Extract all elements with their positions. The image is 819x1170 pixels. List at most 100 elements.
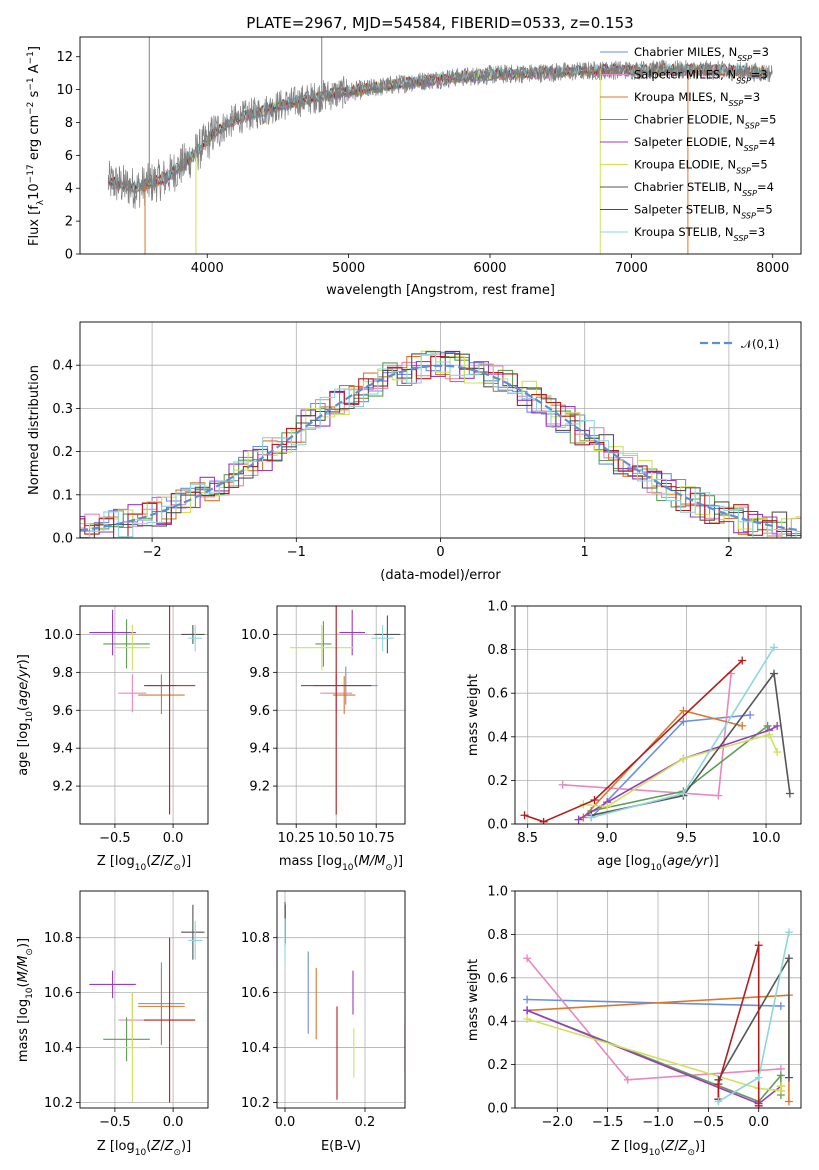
- massweight-vs-age-panel: 8.5 9.0 9.5 10.0 0.0 0.2 0.4 0.6 0.8 1.0 age [log1…: [466, 600, 802, 873]
- x-tick-label: −0.5: [693, 1115, 725, 1130]
- y-tick-label: 1.0: [487, 885, 508, 900]
- marker-plus: [714, 791, 723, 800]
- y-tick-label: 1.0: [487, 600, 508, 615]
- axes-frame: [79, 36, 802, 255]
- histogram-step: [80, 354, 801, 538]
- y-tick-label: 0.0: [52, 532, 73, 547]
- legend-label: Kroupa MILES, NSSP=3: [634, 90, 760, 108]
- errorbar-area: [89, 904, 205, 1103]
- x-tick-label: 4000: [191, 261, 224, 276]
- y-tick-label: 0.2: [487, 1058, 508, 1073]
- x-tick-label: 0.0: [163, 1115, 184, 1130]
- x-axis-label: age [log10(age/yr)]: [597, 854, 719, 873]
- x-tick-label: 0: [436, 545, 444, 560]
- x-tick-label: 6000: [473, 261, 506, 276]
- x-axis-label: Z [log10(Z/Z⊙)]: [611, 1139, 705, 1158]
- x-tick-label: 10.75: [358, 831, 395, 846]
- histogram-step: [80, 350, 801, 538]
- histogram-step: [80, 354, 801, 538]
- histogram-step: [80, 352, 801, 538]
- histogram-area: [80, 350, 801, 538]
- y-tick-label: 10.8: [241, 931, 270, 946]
- marker-plus: [558, 780, 567, 789]
- mass-weight-line: [591, 725, 769, 812]
- marker-plus: [679, 717, 688, 726]
- y-tick-label: 9.2: [249, 780, 270, 795]
- x-tick-label: −1.0: [642, 1115, 674, 1130]
- spectrum-plot-area: [107, 37, 773, 254]
- marker-plus: [784, 1097, 793, 1106]
- marker-plus: [776, 1071, 785, 1080]
- x-tick-label: 9.5: [676, 831, 697, 846]
- marker-plus: [523, 954, 532, 963]
- marker-plus: [784, 1073, 793, 1082]
- y-tick-label: 0.2: [487, 774, 508, 789]
- y-axis-label: Normed distribution: [27, 365, 42, 495]
- legend-label: Kroupa ELODIE, NSSP=5: [634, 158, 768, 176]
- marker-plus: [773, 721, 782, 730]
- errorbar-area: [284, 901, 405, 1100]
- marker-plus: [603, 802, 612, 811]
- x-tick-label: 0.2: [355, 1115, 376, 1130]
- mass-weight-line: [562, 673, 732, 797]
- histogram-step: [80, 353, 801, 535]
- y-tick-label: 0.4: [487, 730, 508, 745]
- x-tick-label: 2: [725, 545, 733, 560]
- y-tick-label: 10.2: [44, 1096, 73, 1111]
- y-tick-label: 10.6: [241, 986, 270, 1001]
- marker-plus: [754, 1073, 763, 1082]
- x-axis-label: mass [log10(M/M⊙)]: [279, 854, 403, 873]
- errorbar-area: [289, 606, 401, 815]
- marker-plus: [590, 796, 599, 805]
- legend-label: 𝒩(0,1): [741, 337, 779, 351]
- y-tick-label: 10.2: [241, 1096, 270, 1111]
- normal-distribution-curve: [80, 364, 801, 532]
- y-tick-label: 10.0: [241, 628, 270, 643]
- axes-frame: [79, 890, 209, 1109]
- y-axis-label: Flux [fλ10−17 erg cm−2 s−1 A−1]: [26, 46, 46, 246]
- age-vs-mass-panel: 10.25 10.50 10.75 9.2 9.4 9.6 9.8 10.0 mass [log…: [241, 605, 406, 873]
- x-tick-label: 10.25: [278, 831, 315, 846]
- x-tick-label: 10.50: [318, 831, 355, 846]
- x-tick-label: 1: [581, 545, 589, 560]
- y-tick-label: 9.8: [249, 666, 270, 681]
- mass-weight-line: [717, 945, 760, 1106]
- y-tick-label: 0.0: [487, 818, 508, 833]
- axes-frame: [276, 890, 406, 1109]
- spectrum-panel: 4000 5000 6000 7000 8000 0 2 4 6 8 10 12 wavelength …: [26, 36, 802, 298]
- y-tick-label: 10.0: [44, 628, 73, 643]
- y-tick-label: 0.1: [52, 488, 73, 503]
- residuals-panel: −2 −1 0 1 2 0.0 0.1 0.2 0.3 0.4 (data-model)/error…: [27, 321, 802, 583]
- marker-plus: [714, 1097, 723, 1106]
- y-tick-label: 9.4: [52, 742, 73, 757]
- x-axis-label: (data-model)/error: [380, 568, 501, 583]
- legend: Chabrier MILES, NSSP=3 Salpeter MILES, NS…: [600, 45, 776, 243]
- line-area: [523, 928, 793, 1108]
- marker-plus: [776, 1002, 785, 1011]
- marker-plus: [785, 789, 794, 798]
- axes-frame: [79, 321, 802, 539]
- y-tick-label: 0.3: [52, 402, 73, 417]
- age-vs-metallicity-panel: −0.5 0.0 9.2 9.4 9.6 9.8 10.0 Z [log10(Z/Z⊙)] ag…: [16, 605, 209, 873]
- marker-plus: [769, 669, 778, 678]
- legend-label: Salpeter STELIB, NSSP=5: [634, 203, 773, 221]
- y-tick-label: 0.8: [487, 928, 508, 943]
- x-tick-label: 0.0: [748, 1115, 769, 1130]
- y-tick-label: 0: [65, 248, 73, 263]
- x-tick-label: −2.0: [542, 1115, 574, 1130]
- marker-plus: [754, 941, 763, 950]
- marker-plus: [714, 1080, 723, 1089]
- x-tick-label: −2: [143, 545, 162, 560]
- mass-weight-line: [717, 932, 790, 1103]
- y-tick-label: 9.8: [52, 666, 73, 681]
- y-axis-label: mass weight: [466, 959, 481, 1041]
- y-tick-label: 4: [65, 182, 73, 197]
- marker-plus: [754, 1101, 763, 1108]
- marker-plus: [763, 721, 772, 730]
- legend-label: Chabrier MILES, NSSP=3: [634, 45, 769, 63]
- y-tick-label: 10.6: [44, 986, 73, 1001]
- marker-plus: [523, 995, 532, 1004]
- line-area: [520, 643, 794, 824]
- y-tick-label: 0.6: [487, 687, 508, 702]
